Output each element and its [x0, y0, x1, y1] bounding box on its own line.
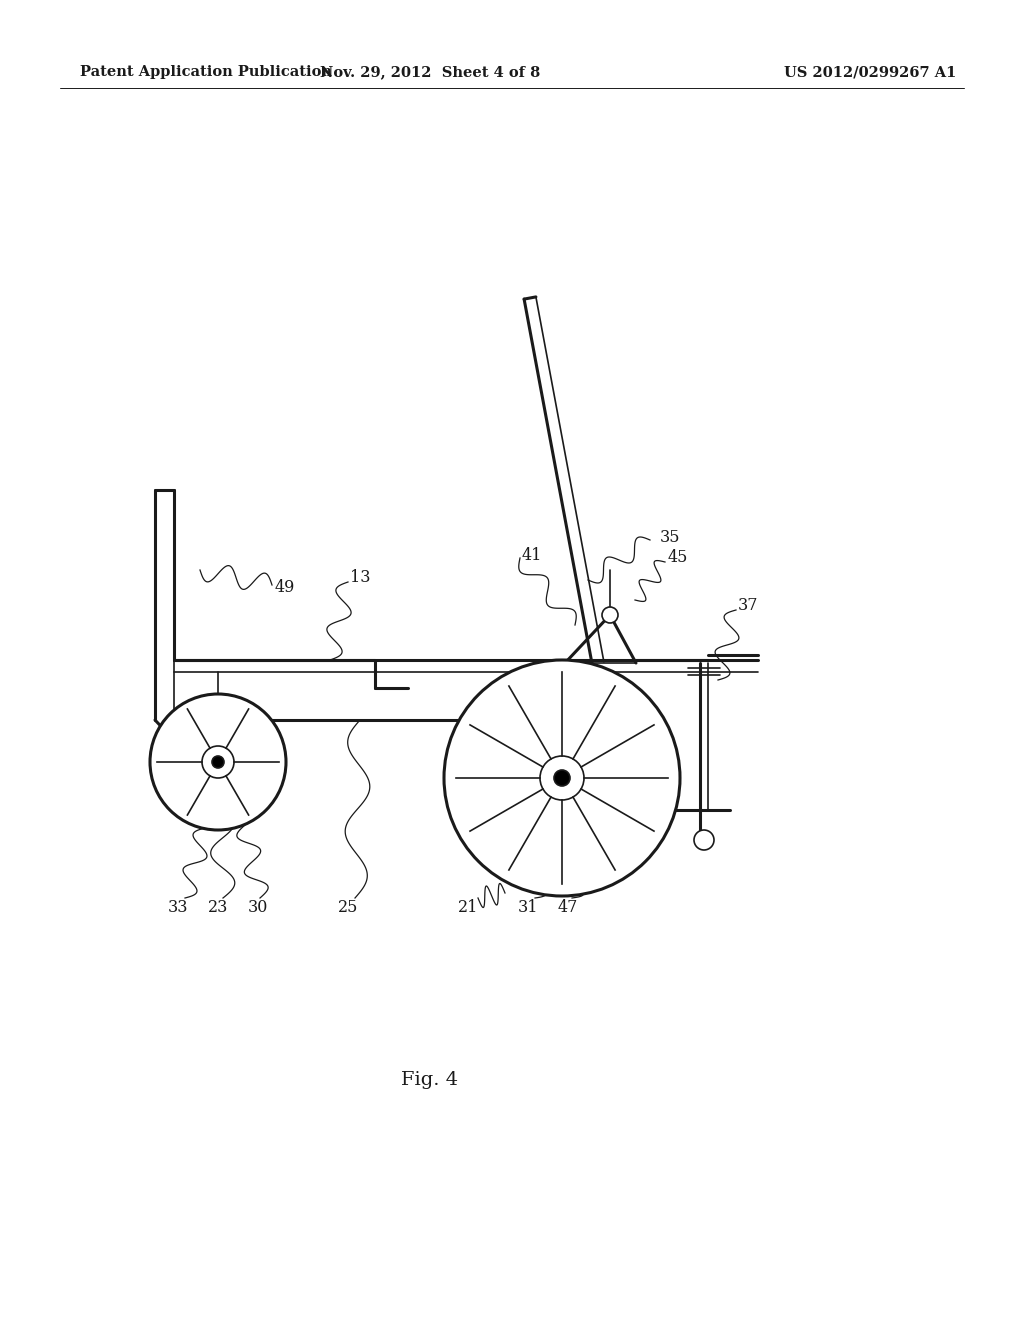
- Text: 23: 23: [208, 899, 228, 916]
- Text: 41: 41: [522, 546, 543, 564]
- Text: US 2012/0299267 A1: US 2012/0299267 A1: [783, 65, 956, 79]
- Text: 31: 31: [518, 899, 539, 916]
- Text: 33: 33: [168, 899, 188, 916]
- Text: 21: 21: [458, 899, 478, 916]
- Circle shape: [554, 770, 570, 785]
- Text: 49: 49: [275, 579, 295, 597]
- Circle shape: [540, 756, 584, 800]
- Circle shape: [150, 694, 286, 830]
- Circle shape: [202, 746, 234, 777]
- Text: 25: 25: [338, 899, 358, 916]
- Text: 47: 47: [558, 899, 579, 916]
- Text: 35: 35: [660, 529, 681, 546]
- Text: Patent Application Publication: Patent Application Publication: [80, 65, 332, 79]
- Circle shape: [212, 756, 224, 768]
- Circle shape: [444, 660, 680, 896]
- Text: 45: 45: [668, 549, 688, 566]
- Text: 13: 13: [350, 569, 371, 586]
- Circle shape: [602, 607, 618, 623]
- Text: Fig. 4: Fig. 4: [401, 1071, 459, 1089]
- Circle shape: [694, 830, 714, 850]
- Text: Nov. 29, 2012  Sheet 4 of 8: Nov. 29, 2012 Sheet 4 of 8: [319, 65, 540, 79]
- Text: 37: 37: [738, 597, 759, 614]
- Text: 30: 30: [248, 899, 268, 916]
